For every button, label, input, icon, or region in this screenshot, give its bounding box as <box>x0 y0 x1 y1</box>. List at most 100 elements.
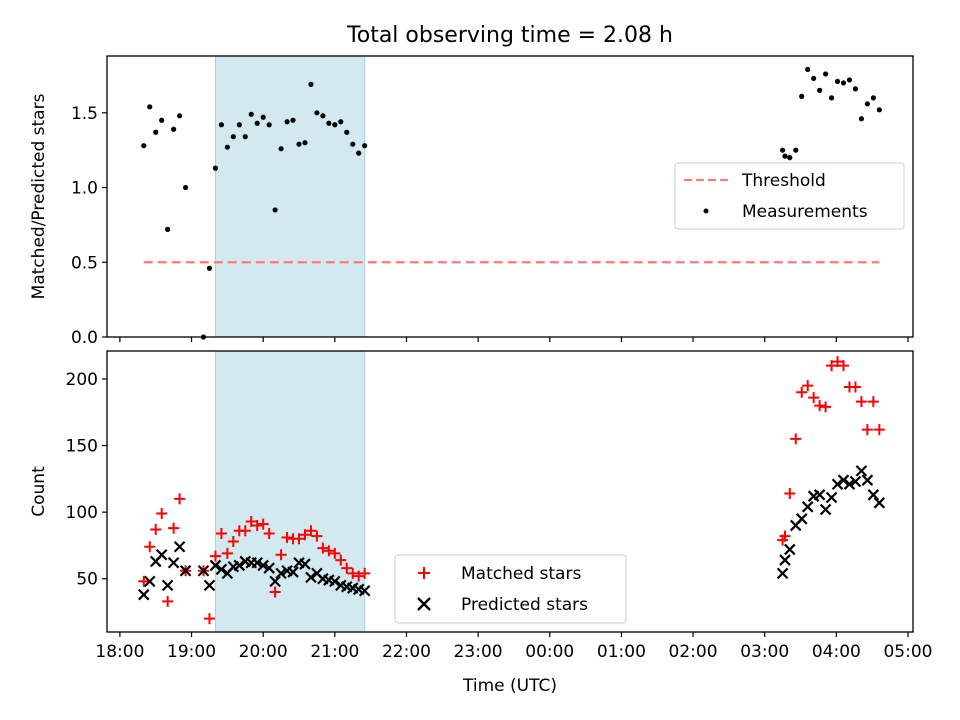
predicted-star-point <box>776 567 789 580</box>
measurement-point <box>159 117 165 123</box>
measurement-point <box>141 143 147 149</box>
matched-star-point <box>873 424 885 436</box>
predicted-star-point <box>825 491 838 504</box>
measurement-point <box>224 144 230 150</box>
chart-title: Total observing time = 2.08 h <box>346 23 673 48</box>
measurement-point <box>206 265 213 271</box>
measurement-point <box>266 122 272 128</box>
measurement-point <box>320 113 326 119</box>
measurement-point <box>338 119 344 125</box>
top-y-axis: 0.0 0.5 1.0 1.5 <box>71 104 107 348</box>
top-data-marks <box>141 66 882 340</box>
predicted-star-point <box>137 588 150 601</box>
matched-star-point <box>156 507 168 519</box>
measurement-point <box>284 119 290 125</box>
bottom-legend: Matched stars Predicted stars <box>394 554 627 624</box>
matched-star-point <box>168 522 180 534</box>
measurement-point <box>302 140 308 146</box>
measurement-point <box>176 113 183 119</box>
matched-star-point <box>832 356 844 368</box>
measurement-point <box>260 114 266 120</box>
bottom-x-axis: 18:00 19:00 20:00 21:00 22:00 23:00 00:00 01:00… <box>95 632 932 662</box>
predicted-star-point <box>179 564 192 577</box>
x-tick-label: 00:00 <box>525 642 574 662</box>
predicted-star-point <box>861 474 874 486</box>
matched-star-point <box>790 433 802 445</box>
measurement-point <box>248 111 254 117</box>
measurement-point <box>344 129 350 135</box>
measurement-point <box>278 146 284 152</box>
top-legend: Threshold Measurements <box>674 162 905 230</box>
top-highlight-band <box>214 55 366 338</box>
matched-star-point <box>826 360 838 372</box>
matched-star-point <box>281 531 293 543</box>
matched-star-point <box>305 525 317 537</box>
measurement-point <box>242 134 248 140</box>
measurement-point <box>153 129 159 135</box>
measurement-point <box>165 226 171 232</box>
matched-star-point <box>215 527 227 539</box>
bottom-y-axis-label: Count <box>29 466 49 517</box>
predicted-star-point <box>299 558 311 570</box>
predicted-star-point <box>849 475 862 488</box>
predicted-star-point <box>155 548 168 561</box>
x-tick-label: 04:00 <box>812 642 861 662</box>
plus-glyph <box>418 567 430 579</box>
matched-star-point <box>849 381 861 393</box>
x-tick-label: 21:00 <box>310 642 359 662</box>
x-tick-label: 18:00 <box>95 642 144 662</box>
matched-star-point <box>275 549 287 561</box>
predicted-star-point <box>263 562 275 574</box>
predicted-star-point <box>257 559 269 572</box>
x-tick-label: 03:00 <box>740 642 789 662</box>
y-tick-label: 0.5 <box>71 253 98 273</box>
measurement-point <box>852 86 859 92</box>
matched-star-point <box>802 380 814 392</box>
predicted-star-point <box>173 540 186 553</box>
measurement-point <box>846 77 853 83</box>
matched-star-point <box>820 401 832 413</box>
matched-star-point <box>323 545 335 557</box>
matched-star-point <box>138 575 150 587</box>
predicted-star-point <box>209 559 222 572</box>
bottom-legend-box <box>394 554 627 624</box>
predicted-star-point <box>867 489 880 501</box>
predicted-star-point <box>329 575 341 588</box>
matched-star-point <box>251 519 263 531</box>
legend-predicted-label: Predicted stars <box>461 595 588 615</box>
top-axes-frame <box>106 55 914 338</box>
y-tick-label: 0.0 <box>71 328 98 348</box>
measurement-point <box>230 134 236 140</box>
measurement-point <box>314 110 320 116</box>
predicted-star-point <box>831 478 844 490</box>
matched-star-point <box>317 542 329 554</box>
measurement-point <box>236 122 242 128</box>
matched-star-point <box>796 386 808 398</box>
measurement-point <box>350 141 356 147</box>
measurement-point <box>822 71 829 77</box>
matched-star-point <box>359 567 371 579</box>
predicted-star-point <box>215 563 228 576</box>
matched-star-point <box>855 396 867 408</box>
x-tick-label: 02:00 <box>669 642 718 662</box>
matched-star-point <box>144 541 156 553</box>
predicted-star-point <box>143 575 156 588</box>
matched-star-point <box>335 554 347 566</box>
legend-measurements-swatch <box>703 208 709 214</box>
y-tick-label: 150 <box>66 437 98 457</box>
matched-star-point <box>174 493 186 505</box>
top-legend-box <box>674 162 905 230</box>
measurement-point <box>308 81 314 87</box>
predicted-star-point <box>197 564 210 577</box>
matched-star-point <box>162 595 174 607</box>
predicted-star-point <box>233 559 246 572</box>
measurement-point <box>834 78 841 85</box>
predicted-star-point <box>251 556 263 569</box>
measurement-point <box>332 122 338 128</box>
matched-star-point <box>245 515 257 527</box>
matched-star-point <box>838 360 850 372</box>
measurement-point <box>787 155 793 161</box>
matched-star-point <box>221 547 233 559</box>
top-x-axis <box>119 337 909 342</box>
bottom-x-axis-label: Time (UTC) <box>462 676 557 696</box>
